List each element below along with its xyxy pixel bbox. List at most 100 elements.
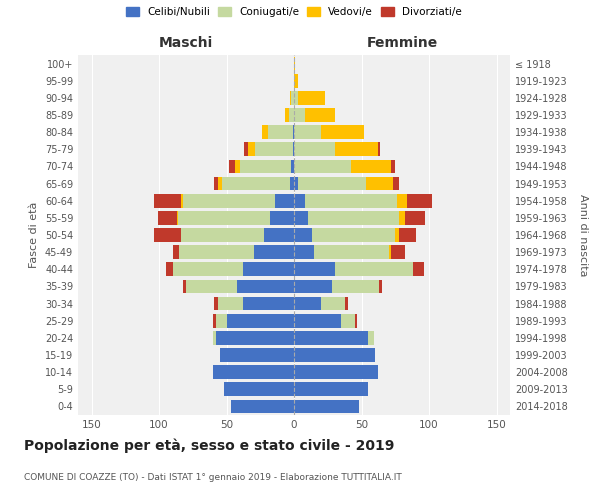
Bar xyxy=(321,296,346,310)
Bar xyxy=(179,246,254,259)
Bar xyxy=(244,142,248,156)
Bar xyxy=(181,228,265,242)
Bar xyxy=(242,262,294,276)
Bar xyxy=(240,160,292,173)
Bar xyxy=(294,108,305,122)
Bar xyxy=(184,280,186,293)
Bar xyxy=(166,262,173,276)
Bar xyxy=(332,280,379,293)
Bar xyxy=(186,280,238,293)
Bar xyxy=(405,211,425,224)
Bar xyxy=(294,246,314,259)
Bar xyxy=(178,211,270,224)
Bar xyxy=(321,126,364,139)
Bar xyxy=(294,314,341,328)
Bar xyxy=(350,160,391,173)
Bar xyxy=(181,194,183,207)
Text: Maschi: Maschi xyxy=(159,36,213,50)
Text: Femmine: Femmine xyxy=(367,36,437,50)
Bar xyxy=(214,296,218,310)
Bar xyxy=(176,211,178,224)
Bar xyxy=(335,142,378,156)
Bar xyxy=(213,314,216,328)
Bar xyxy=(290,91,292,104)
Bar xyxy=(292,91,294,104)
Bar xyxy=(294,280,332,293)
Bar xyxy=(235,160,240,173)
Bar xyxy=(391,246,405,259)
Bar xyxy=(294,348,375,362)
Bar xyxy=(294,262,335,276)
Bar xyxy=(214,176,218,190)
Bar xyxy=(292,160,294,173)
Bar xyxy=(294,211,308,224)
Text: COMUNE DI COAZZE (TO) - Dati ISTAT 1° gennaio 2019 - Elaborazione TUTTITALIA.IT: COMUNE DI COAZZE (TO) - Dati ISTAT 1° ge… xyxy=(24,473,402,482)
Bar xyxy=(397,194,407,207)
Bar xyxy=(213,331,216,344)
Bar xyxy=(220,348,294,362)
Bar xyxy=(216,314,227,328)
Bar xyxy=(294,74,298,88)
Bar xyxy=(227,314,294,328)
Bar xyxy=(294,142,335,156)
Bar xyxy=(254,246,294,259)
Y-axis label: Anni di nascita: Anni di nascita xyxy=(578,194,589,276)
Bar xyxy=(238,280,294,293)
Bar xyxy=(230,400,294,413)
Bar xyxy=(314,246,389,259)
Bar xyxy=(294,296,321,310)
Bar xyxy=(355,314,358,328)
Bar xyxy=(379,280,382,293)
Bar xyxy=(229,160,235,173)
Bar xyxy=(294,331,368,344)
Bar xyxy=(224,382,294,396)
Bar xyxy=(294,228,311,242)
Bar xyxy=(294,400,359,413)
Bar xyxy=(305,194,397,207)
Bar xyxy=(298,91,325,104)
Text: Popolazione per età, sesso e stato civile - 2019: Popolazione per età, sesso e stato civil… xyxy=(24,438,394,453)
Bar xyxy=(365,176,392,190)
Bar xyxy=(262,126,268,139)
Bar xyxy=(368,331,374,344)
Bar xyxy=(294,176,298,190)
Bar xyxy=(294,126,321,139)
Bar xyxy=(293,142,294,156)
Bar xyxy=(305,108,335,122)
Bar xyxy=(213,366,294,379)
Bar xyxy=(218,296,242,310)
Bar xyxy=(308,211,400,224)
Bar xyxy=(268,126,293,139)
Bar xyxy=(346,296,348,310)
Bar xyxy=(311,228,395,242)
Bar xyxy=(154,228,181,242)
Bar xyxy=(400,228,415,242)
Bar xyxy=(289,108,294,122)
Y-axis label: Fasce di età: Fasce di età xyxy=(29,202,39,268)
Bar xyxy=(294,366,378,379)
Bar xyxy=(407,194,432,207)
Bar xyxy=(173,246,179,259)
Bar xyxy=(275,194,294,207)
Bar xyxy=(294,91,298,104)
Bar xyxy=(335,262,413,276)
Bar xyxy=(265,228,294,242)
Bar xyxy=(294,56,295,70)
Bar xyxy=(400,211,404,224)
Bar xyxy=(294,382,368,396)
Bar xyxy=(223,176,290,190)
Bar xyxy=(391,160,395,173)
Bar xyxy=(341,314,355,328)
Legend: Celibi/Nubili, Coniugati/e, Vedovi/e, Divorziati/e: Celibi/Nubili, Coniugati/e, Vedovi/e, Di… xyxy=(122,2,466,21)
Bar xyxy=(154,194,181,207)
Bar xyxy=(389,246,391,259)
Bar xyxy=(173,262,242,276)
Bar xyxy=(248,142,255,156)
Bar xyxy=(378,142,380,156)
Bar xyxy=(293,126,294,139)
Bar xyxy=(298,176,365,190)
Bar xyxy=(158,211,176,224)
Bar xyxy=(294,194,305,207)
Bar xyxy=(218,176,223,190)
Bar xyxy=(255,142,293,156)
